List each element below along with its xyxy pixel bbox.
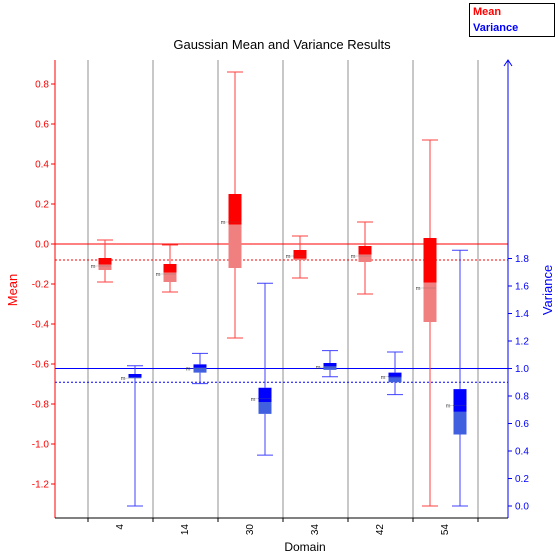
box-upper-half [193,364,207,368]
median-label: m [446,404,451,410]
variance-box-42: m [381,351,403,396]
left-tick-label: -0.2 [32,280,50,291]
median-label: m [91,264,96,270]
left-tick-label: 0.0 [35,240,49,251]
box-upper-half [98,258,112,264]
box-lower-half [228,224,242,268]
box-lower-half [293,258,307,260]
axis-layer: 0.8 0.6 0.4 0.2 0.0 -0.2 -0.4 -0.6 -0.8 -1.0 -1.2 1… [32,59,529,536]
median-label: m [351,254,356,260]
legend-item-mean: Mean [473,6,502,18]
box-upper-half [293,250,307,258]
box-lower-half [258,401,272,414]
median-label: m [286,254,291,260]
box-layer: m m m m m m m m m m m m [91,71,468,507]
median-label: m [221,220,226,226]
right-tick-label: 0.0 [515,502,529,513]
y-axis-label-mean: Mean [5,274,20,307]
legend: Mean Variance [469,3,555,37]
box-lower-half [423,282,437,322]
chart-title: Gaussian Mean and Variance Results [173,37,391,52]
median-label: m [186,367,191,373]
grid-layer [87,60,479,518]
right-tick-label: 1.8 [515,254,529,265]
reference-lines [55,243,508,383]
variance-box-4: m [121,365,143,507]
legend-item-variance: Variance [473,22,519,34]
median-label: m [381,375,386,381]
right-tick-label: 0.6 [515,419,529,430]
left-tick-label: 0.8 [35,80,49,91]
y-axis-label-variance: Variance [540,265,555,315]
median-label: m [156,272,161,278]
box-upper-half [423,238,437,282]
right-tick-label: 1.2 [515,337,529,348]
median-label: m [316,365,321,371]
right-tick-label: 0.2 [515,474,529,485]
median-label: m [251,397,256,403]
box-lower-half [388,376,402,383]
left-tick-label: 0.2 [35,200,49,211]
mean-box-4: m [91,239,113,283]
category-label-30: 30 [245,524,256,536]
box-lower-half [358,254,372,262]
right-axis-arrow [503,59,513,67]
category-label-54: 54 [440,524,451,536]
right-tick-label: 0.4 [515,447,529,458]
variance-box-54: m [446,249,468,507]
left-tick-label: -0.6 [32,360,50,371]
mean-box-14: m [156,244,178,293]
left-tick-label: -0.4 [32,320,50,331]
box-upper-half [258,387,272,402]
right-tick-label: 0.8 [515,392,529,403]
box-upper-half [453,389,467,412]
right-tick-label: 1.4 [515,309,529,320]
variance-box-34: m [316,350,338,378]
right-tick-label: 1.0 [515,364,529,375]
left-tick-label: -0.8 [32,400,50,411]
box-lower-half [163,272,177,282]
mean-box-42: m [351,221,373,295]
box-lower-half [453,411,467,435]
box-upper-half [388,372,402,377]
median-label: m [121,376,126,382]
box-lower-half [193,367,207,373]
variance-box-14: m [186,352,208,385]
mean-box-54: m [416,139,438,507]
right-tick-label: 1.6 [515,282,529,293]
variance-box-30: m [251,282,273,456]
box-upper-half [228,194,242,224]
mean-box-34: m [286,235,308,279]
category-label-14: 14 [180,524,191,536]
left-tick-label: -1.0 [32,440,50,451]
box-upper-half [128,374,142,377]
box-lower-half [98,264,112,270]
left-tick-label: 0.6 [35,120,49,131]
median-label: m [416,286,421,292]
box-lower-half [128,376,142,379]
box-upper-half [163,264,177,272]
box-upper-half [358,246,372,254]
mean-box-30: m [221,71,243,339]
left-tick-label: -1.2 [32,480,50,491]
box-lower-half [323,365,337,370]
category-label-34: 34 [310,524,321,536]
left-tick-label: 0.4 [35,160,49,171]
x-axis-label: Domain [284,540,325,554]
box-upper-half [323,363,337,366]
category-label-42: 42 [375,524,386,536]
category-label-4: 4 [115,524,126,530]
